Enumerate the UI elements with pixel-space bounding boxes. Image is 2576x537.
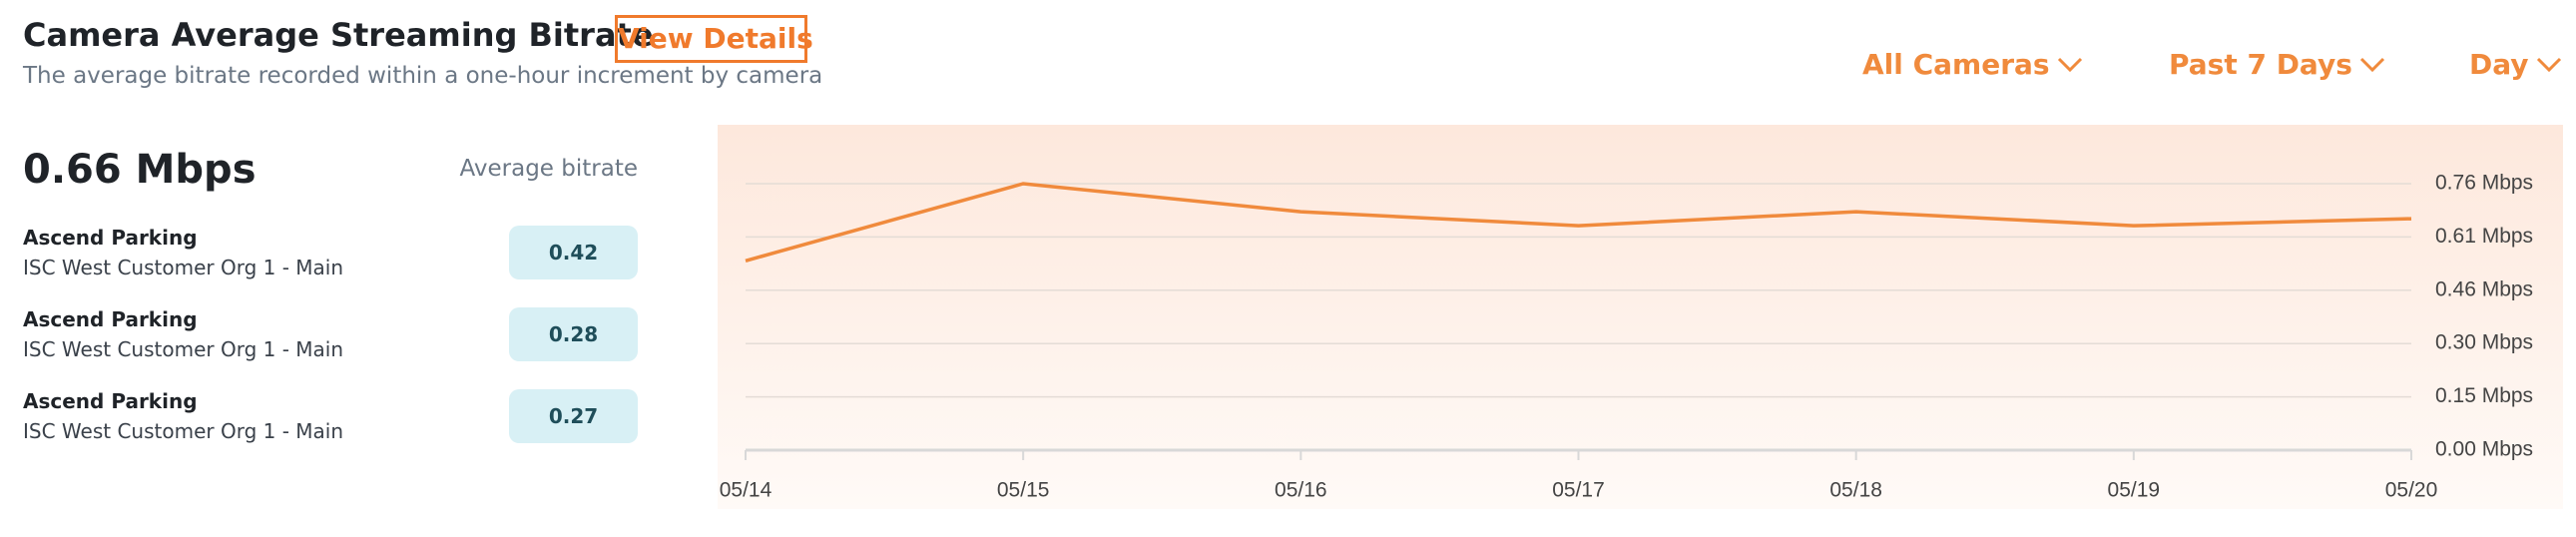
- chart-background: [718, 125, 2563, 509]
- summary-label: Average bitrate: [459, 156, 639, 182]
- summary-value: 0.66 Mbps: [23, 147, 257, 193]
- granularity-filter[interactable]: Day: [2469, 48, 2563, 81]
- chevron: [2057, 57, 2082, 72]
- camera-bitrate: 0.28: [509, 307, 638, 361]
- y-tick-label: 0.46 Mbps: [2435, 277, 2533, 300]
- y-tick-label: 0.61 Mbps: [2435, 225, 2533, 248]
- camera-org: ISC West Customer Org 1 - Main: [23, 256, 344, 279]
- filter-label: All Cameras: [1862, 48, 2050, 81]
- y-tick-label: 0.30 Mbps: [2435, 331, 2533, 354]
- x-tick-label: 05/17: [1552, 479, 1605, 502]
- x-tick-label: 05/14: [720, 479, 773, 502]
- widget-subtitle: The average bitrate recorded within a on…: [23, 63, 823, 89]
- camera-filter[interactable]: All Cameras: [1862, 48, 2084, 81]
- camera-bitrate: 0.42: [509, 226, 638, 279]
- y-tick-label: 0.76 Mbps: [2435, 172, 2533, 195]
- x-tick-label: 05/18: [1829, 479, 1882, 502]
- camera-name[interactable]: Ascend Parking: [23, 307, 198, 331]
- camera-name[interactable]: Ascend Parking: [23, 226, 198, 250]
- chevron: [2359, 57, 2384, 72]
- camera-org: ISC West Customer Org 1 - Main: [23, 419, 344, 443]
- chevron: [2536, 57, 2561, 72]
- period-filter[interactable]: Past 7 Days: [2169, 48, 2386, 81]
- filter-label: Day: [2469, 48, 2529, 81]
- x-tick-label: 05/19: [2108, 479, 2161, 502]
- camera-org: ISC West Customer Org 1 - Main: [23, 337, 344, 361]
- widget-title: Camera Average Streaming Bitrate: [23, 16, 654, 54]
- camera-name[interactable]: Ascend Parking: [23, 389, 198, 413]
- view-details-link[interactable]: View Details: [615, 15, 813, 63]
- y-tick-label: 0.00 Mbps: [2435, 438, 2533, 461]
- x-tick-label: 05/15: [997, 479, 1050, 502]
- x-tick-label: 05/16: [1275, 479, 1327, 502]
- x-tick-label: 05/20: [2385, 479, 2438, 502]
- filter-label: Past 7 Days: [2169, 48, 2352, 81]
- camera-bitrate: 0.27: [509, 389, 638, 443]
- y-tick-label: 0.15 Mbps: [2435, 384, 2533, 407]
- data-line: [745, 182, 2412, 263]
